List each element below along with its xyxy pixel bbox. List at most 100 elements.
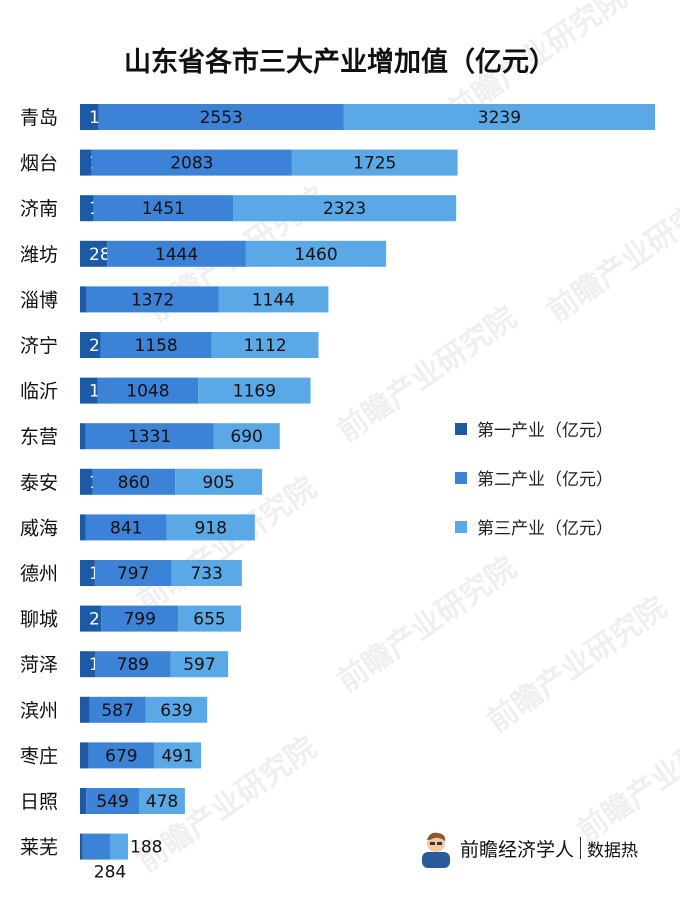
bar-segment-2: [82, 833, 110, 860]
data-label: 799: [123, 610, 155, 630]
category-label: 潍坊: [20, 244, 58, 266]
bar-segment-2: [94, 651, 171, 678]
data-label: 918: [195, 518, 227, 538]
bar-segment-2: [86, 788, 139, 814]
category-label: 济南: [20, 198, 58, 220]
bar-segment-2: [101, 605, 179, 632]
category-label: 威海: [20, 517, 58, 539]
bar-segment-3: [245, 240, 387, 267]
bar-segment-3: [153, 742, 202, 769]
category-label: 日照: [20, 791, 58, 813]
bar-segment-1: [80, 468, 93, 495]
bar-segment-1: [80, 104, 99, 130]
data-label: 679: [105, 746, 137, 766]
data-label: 1112: [243, 336, 286, 356]
category-label: 聊城: [20, 609, 58, 631]
bar-segment-1: [80, 332, 101, 358]
data-label: 1158: [134, 336, 177, 356]
legend-label-secondary: 第二产业（亿元）: [477, 470, 613, 490]
bar-segment-2: [107, 240, 246, 267]
data-label: 1144: [252, 290, 295, 310]
legend-label-primary: 第一产业（亿元）: [477, 421, 613, 441]
bar-segment-1: [80, 696, 90, 723]
category-label: 滨州: [20, 700, 58, 722]
bar-segment-3: [178, 605, 241, 632]
legend-swatch-primary: [455, 422, 467, 435]
category-label: 青岛: [20, 107, 58, 129]
bar-segment-1: [80, 651, 95, 678]
bar-segment-1: [80, 833, 83, 860]
bar-segment-3: [198, 377, 311, 404]
data-label: 789: [117, 655, 149, 675]
bar-segment-1: [80, 514, 86, 541]
data-label: 587: [101, 701, 133, 721]
bar-segment-3: [171, 560, 242, 586]
bar-segment-2: [91, 149, 292, 176]
bar-segment-1: [80, 286, 87, 313]
bar-segment-2: [93, 195, 234, 222]
data-label: 1460: [294, 245, 337, 265]
data-label: 2553: [200, 108, 243, 128]
legend-item-secondary: 第二产业（亿元）: [455, 453, 613, 502]
category-label: 临沂: [20, 381, 58, 403]
legend-swatch-tertiary: [455, 520, 467, 533]
bar-segment-1: [80, 195, 94, 222]
legend: 第一产业（亿元） 第二产业（亿元） 第三产业（亿元）: [455, 404, 613, 551]
data-label: 597: [183, 655, 215, 675]
credit-name: 前瞻经济学人: [460, 838, 575, 861]
bar-segment-3: [233, 195, 457, 222]
bar-segment-3: [211, 332, 319, 358]
data-label: 639: [160, 701, 192, 721]
data-label: 1451: [142, 199, 185, 219]
data-label: 733: [190, 564, 222, 584]
author-avatar-icon: [422, 832, 450, 868]
data-label: 860: [118, 473, 150, 493]
bar-segment-3: [109, 833, 129, 860]
bar-segment-1: [80, 742, 89, 769]
bar-segment-1: [80, 377, 98, 404]
data-label: 3239: [478, 108, 521, 128]
data-label: 2323: [323, 199, 366, 219]
category-label: 泰安: [20, 472, 58, 494]
category-label: 济宁: [20, 335, 58, 357]
data-label: 1169: [233, 382, 276, 402]
credit-footer: 前瞻经济学人 数据热: [418, 828, 638, 868]
category-label: 烟台: [20, 153, 58, 175]
bar-segment-3: [145, 696, 208, 723]
data-label: 1725: [353, 154, 396, 174]
data-label: 549: [96, 792, 128, 812]
data-label: 690: [230, 427, 262, 447]
bar-segment-3: [166, 514, 255, 541]
bar-segment-3: [175, 468, 263, 495]
bar-segment-1: [80, 240, 108, 267]
bar-segment-2: [85, 423, 214, 450]
bar-segment-2: [88, 742, 154, 769]
bar-segment-3: [291, 149, 458, 176]
bar-segment-2: [98, 104, 344, 130]
bar-segment-2: [94, 560, 172, 586]
bar-segment-2: [85, 514, 167, 541]
credit-tag: 数据热: [587, 840, 639, 861]
bar-segment-1: [80, 149, 92, 176]
bar-segment-2: [100, 332, 212, 358]
category-label: 枣庄: [20, 745, 58, 767]
legend-item-primary: 第一产业（亿元）: [455, 404, 613, 453]
category-label: 淄博: [20, 289, 58, 311]
legend-label-tertiary: 第三产业（亿元）: [477, 519, 613, 539]
data-label: 478: [146, 792, 178, 812]
bar-segment-1: [80, 605, 102, 632]
data-label: 905: [202, 473, 234, 493]
data-label: 841: [110, 518, 142, 538]
chart-title: 山东省各市三大产业增加值（亿元）: [124, 47, 556, 78]
data-label: 1444: [155, 245, 198, 265]
data-label: 2083: [170, 154, 213, 174]
category-label: 莱芜: [20, 837, 58, 859]
data-label: 284: [94, 863, 126, 883]
bar-segment-3: [343, 104, 655, 130]
credit-separator: [580, 837, 582, 859]
bar-segment-1: [80, 788, 87, 814]
bar-segment-3: [213, 423, 280, 450]
bar-segment-2: [86, 286, 219, 313]
bar-segment-2: [97, 377, 199, 404]
